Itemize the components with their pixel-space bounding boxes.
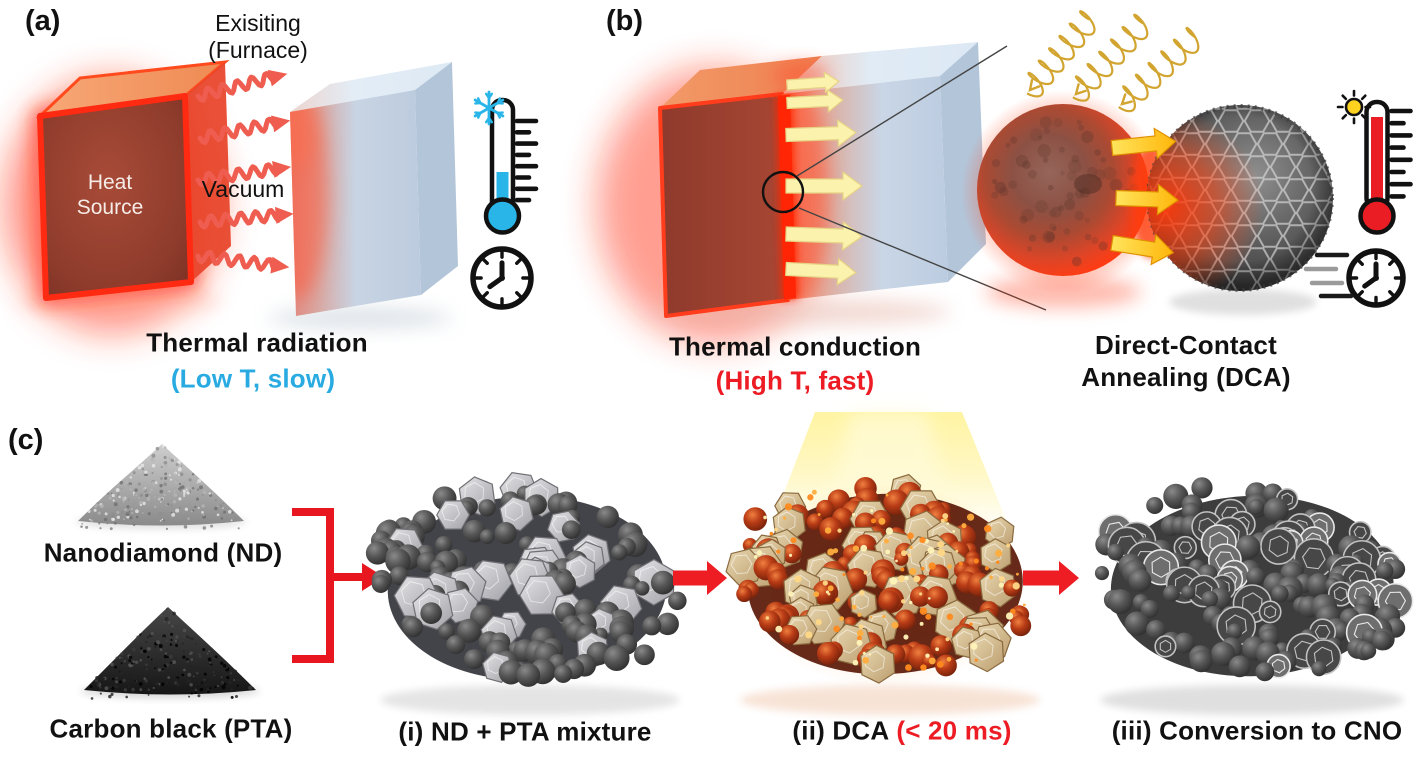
snowflake-icon xyxy=(473,90,505,126)
conduction-arrow xyxy=(785,119,857,148)
radiation-coil-arrow xyxy=(1026,9,1096,98)
nd-pta-mixture-cluster xyxy=(365,471,687,687)
combine-bracket xyxy=(292,508,384,663)
furnace-note: Exisiting (Furnace) xyxy=(208,10,308,64)
nanodiamond-powder-pile xyxy=(78,444,244,531)
nanodiamond-label: Nanodiamond (ND) xyxy=(43,537,283,568)
conduction-arrow xyxy=(786,71,840,94)
dca-caption-line2: Annealing (DCA) xyxy=(1081,362,1291,392)
heat-transfer-arrow xyxy=(1110,233,1175,266)
heat-transfer-arrow xyxy=(1115,183,1179,216)
step-iii-caption: (iii) Conversion to CNO xyxy=(1111,715,1403,746)
panel-b-label: (b) xyxy=(606,5,644,37)
sun-icon xyxy=(1336,89,1372,125)
furnace-note-line1: Exisiting xyxy=(215,9,301,36)
carbon-black-powder-pile xyxy=(84,607,256,700)
dca-caption-line1: Direct-Contact xyxy=(1095,329,1277,360)
magnifier-circle xyxy=(761,170,805,214)
radiation-arrow xyxy=(195,249,290,274)
cno-product-cluster xyxy=(1094,477,1414,682)
heat-transfer-arrows xyxy=(1110,127,1179,266)
step-ii-caption: (ii) DCA (< 20 ms) xyxy=(792,716,1011,745)
radiation-arrows xyxy=(195,69,294,274)
panel-a-caption: Thermal radiation xyxy=(146,327,368,358)
fast-clock-icon xyxy=(1303,248,1406,308)
process-arrow xyxy=(1023,561,1079,595)
step-ii-prefix: (ii) DCA xyxy=(792,715,890,746)
cold-cube-shadow xyxy=(268,307,452,329)
heat-transfer-arrow xyxy=(1110,127,1177,160)
heat-source-line1: Heat xyxy=(87,171,133,195)
magnifier-line-top xyxy=(796,45,1008,177)
radiation-arrow xyxy=(195,69,288,103)
radiation-coil-arrow xyxy=(1072,13,1149,102)
clock-icon xyxy=(470,246,534,310)
panel-a-subcaption: (Low T, slow) xyxy=(170,363,336,394)
radiation-wave-coils xyxy=(1026,9,1200,113)
thermometer-sun-icon xyxy=(1336,89,1413,235)
carbon-black-label: Carbon black (PTA) xyxy=(49,713,293,744)
panel-b-graphics xyxy=(597,9,1413,343)
conduction-arrow xyxy=(785,257,857,286)
radiation-arrow xyxy=(197,206,294,230)
panel-c-label: (c) xyxy=(8,424,44,456)
conduction-arrows xyxy=(785,71,864,286)
dca-flash-cluster xyxy=(725,473,1032,684)
panel-a-label: (a) xyxy=(25,5,61,37)
heat-source-label: Heat Source xyxy=(77,171,144,221)
panel-b-caption: Thermal conduction xyxy=(668,331,922,362)
radiation-coil-arrow xyxy=(1118,26,1200,113)
radiation-arrow xyxy=(197,115,291,146)
cold-block xyxy=(290,62,458,316)
heat-source-line2: Source xyxy=(76,196,144,219)
panel-c-graphics xyxy=(75,412,1414,715)
step-ii-highlight: (< 20 ms) xyxy=(896,715,1012,746)
panel-a-graphics xyxy=(4,59,539,333)
dca-caption: Direct-Contact Annealing (DCA) xyxy=(1081,329,1291,393)
conduction-arrow xyxy=(785,170,864,202)
furnace-note-line2: (Furnace) xyxy=(208,37,308,63)
conduction-arrow xyxy=(785,220,863,252)
vacuum-label: Vacuum xyxy=(201,176,285,203)
heat-source-block xyxy=(34,59,231,305)
process-arrows xyxy=(673,561,1079,595)
radiation-arrow xyxy=(195,161,292,188)
thermometer-snowflake-icon xyxy=(473,90,539,235)
panel-b-subcaption: (High T, fast) xyxy=(715,365,875,396)
conduction-arrow xyxy=(786,88,844,114)
process-arrow xyxy=(673,561,727,595)
step-i-caption: (i) ND + PTA mixture xyxy=(398,716,652,747)
